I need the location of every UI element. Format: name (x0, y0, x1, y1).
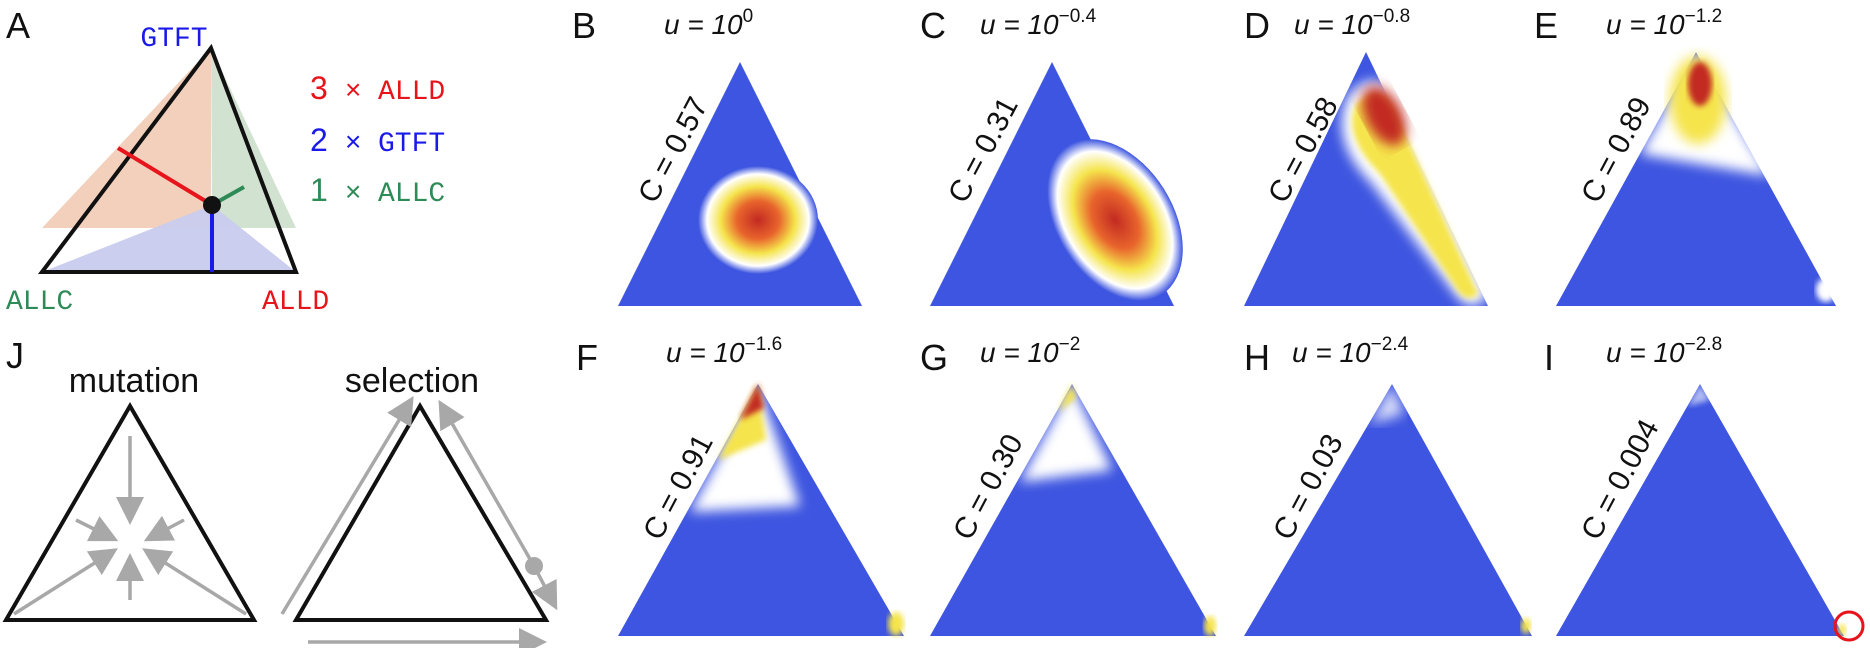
panel-d: D u = 10−0.8 C = 0.58 (1244, 5, 1488, 306)
density-halo (1370, 384, 1404, 424)
density-peak (740, 384, 764, 420)
density-triangle (1244, 384, 1532, 636)
legend-times: × (345, 126, 361, 157)
panel-label-h: H (1244, 337, 1270, 378)
panel-label-d: D (1244, 5, 1270, 46)
legend-strategy: ALLD (378, 77, 445, 108)
panel-c: C u = 10−0.4 C = 0.31 (920, 5, 1183, 306)
legend-strategy: GTFT (378, 129, 445, 160)
legend-times: × (345, 74, 361, 105)
population-point (203, 196, 221, 214)
vertex-gtft: GTFT (140, 24, 207, 55)
u-value: u = 10−1.6 (666, 334, 782, 368)
corner-mass (1521, 618, 1531, 634)
selection-equilibrium-point (525, 557, 543, 575)
u-value: u = 10−2 (980, 334, 1080, 368)
panel-h: H u = 10−2.4 C = 0.03 (1244, 334, 1532, 636)
panel-i: I u = 10−2.8 C = 0.004 (1544, 334, 1865, 642)
density-halo (1688, 384, 1710, 406)
panel-label-f: F (576, 337, 598, 378)
panel-label-b: B (572, 5, 596, 46)
vertex-alld: ALLD (262, 287, 329, 318)
arrow-inner-left (75, 516, 119, 542)
panel-label-i: I (1544, 337, 1554, 378)
simplex-triangle (37, 43, 299, 274)
u-value: u = 10−0.4 (980, 6, 1097, 40)
corner-mass (1816, 278, 1836, 302)
arrow-inner-right (143, 515, 185, 542)
gtft-region (211, 48, 296, 228)
density-triangle (1556, 52, 1836, 306)
density-peak (1058, 384, 1076, 412)
legend-allc: 1 × ALLC (310, 172, 445, 210)
arrow-from-right (142, 548, 247, 616)
alld-distance-line (116, 146, 214, 207)
selection-triangle (292, 402, 550, 622)
alld-corner-marker (1833, 610, 1865, 642)
panel-label-e: E (1534, 5, 1558, 46)
selection-title: selection (345, 362, 479, 400)
panel-g: G u = 10−2 C = 0.30 (920, 334, 1216, 636)
density-peak (1362, 86, 1406, 146)
legend-alld: 3 × ALLD (310, 70, 445, 108)
vertex-allc: ALLC (6, 287, 73, 318)
density-peak (1688, 62, 1712, 106)
density-halo (1020, 384, 1112, 482)
legend-strategy: ALLC (378, 179, 445, 210)
mutation-title: mutation (69, 362, 199, 400)
corner-mass (1204, 616, 1216, 636)
panel-label-a: A (6, 5, 30, 46)
arrow-from-left (13, 548, 118, 616)
panel-e: E u = 10−1.2 C = 0.89 (1534, 5, 1836, 306)
legend-count: 3 (310, 70, 328, 106)
u-value: u = 10−0.8 (1294, 6, 1410, 40)
arrow-right-edge-up (438, 399, 536, 567)
selection-arrows (280, 396, 558, 648)
density-peak (698, 166, 818, 274)
legend-times: × (345, 176, 361, 207)
density-peak (1047, 139, 1183, 301)
corner-mass (1838, 624, 1846, 636)
mutation-triangle (2, 402, 258, 622)
panel-b: B u = 100 C = 0.57 (572, 5, 862, 306)
density-triangle (930, 384, 1216, 636)
corner-mass (888, 612, 904, 636)
u-value: u = 10−2.8 (1606, 334, 1722, 368)
mutation-arrows (13, 436, 247, 616)
u-value: u = 100 (664, 6, 753, 40)
density-triangle (618, 384, 904, 636)
panel-label-j: J (6, 335, 24, 376)
density-ridge (1352, 93, 1478, 298)
arrow-left-edge (280, 396, 414, 615)
u-value: u = 10−2.4 (1292, 334, 1409, 368)
legend-count: 1 (310, 172, 328, 208)
u-value: u = 10−1.2 (1606, 6, 1722, 40)
panel-label-g: G (920, 337, 948, 378)
alld-region (42, 205, 296, 272)
panel-j: J mutation selection (2, 335, 558, 648)
allc-region (42, 48, 211, 228)
panel-a: A GTFT ALLC ALLD 3 × ALLD 2 × GTFT 1 × A… (6, 5, 445, 318)
density-triangle (1556, 384, 1844, 636)
legend-count: 2 (310, 122, 328, 158)
panel-f: F u = 10−1.6 C = 0.91 (576, 334, 904, 636)
legend-gtft: 2 × GTFT (310, 122, 445, 160)
panel-label-c: C (920, 5, 946, 46)
